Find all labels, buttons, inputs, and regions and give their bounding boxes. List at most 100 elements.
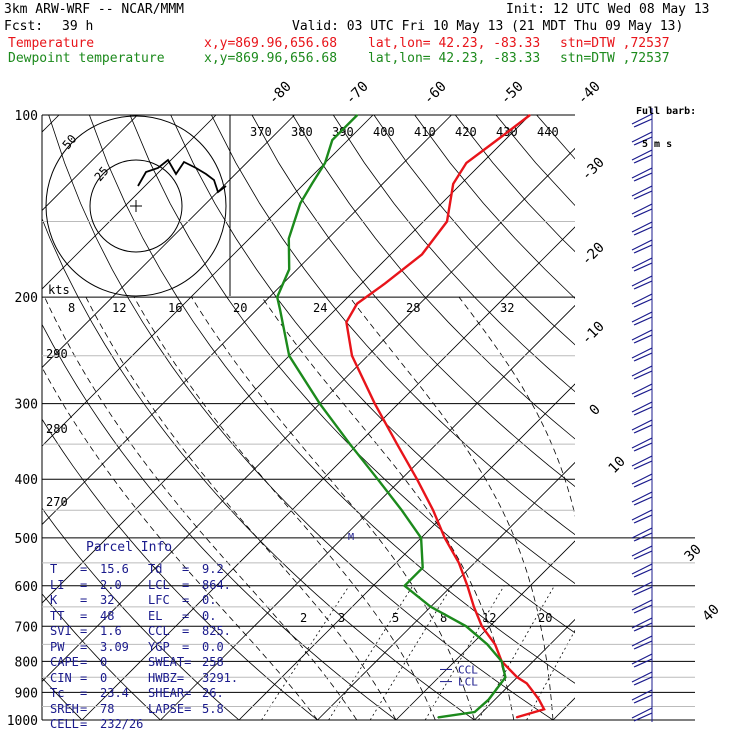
model-title: 3km ARW-WRF -- NCAR/MMM — [4, 2, 185, 17]
wind-barb — [631, 473, 653, 485]
temperature-point — [396, 443, 398, 445]
moist-adiabat-line — [710, 297, 740, 720]
wind-barb-flag — [633, 262, 653, 272]
level-mark-label: CCL — [458, 663, 478, 676]
wind-barb-flag — [633, 694, 653, 704]
temperature-point — [421, 253, 423, 255]
dewpoint-point — [422, 567, 424, 569]
parcel-info-cell: = — [80, 639, 88, 654]
isotherm-line — [160, 304, 575, 720]
isotherm-line — [317, 461, 575, 720]
parcel-info-cell: 258 — [202, 655, 224, 669]
wind-barb-flag — [633, 154, 653, 164]
temperature-point — [458, 562, 460, 564]
parcel-info-row: TT = 48 EL = 0. — [42, 609, 236, 624]
temperature-point — [515, 716, 518, 719]
dewpoint-point — [288, 355, 290, 357]
wind-barb — [631, 383, 653, 395]
dry-adiabat-line — [577, 115, 740, 720]
temperature-point — [516, 676, 518, 678]
dewpoint-point — [349, 443, 351, 445]
parcel-info-cell: = — [182, 608, 190, 623]
parcel-info-cell: SVI — [50, 624, 72, 638]
parcel-info-title: Parcel Info — [86, 540, 173, 555]
wind-barb-flag — [633, 280, 653, 290]
parcel-info-cell: LFC — [148, 593, 170, 607]
parcel-info-row: LI = 2.0 LCL = 864. — [42, 578, 236, 593]
wind-barb — [631, 239, 653, 251]
wind-barb — [631, 455, 653, 467]
temperature-point — [538, 698, 540, 701]
wind-barb-flag — [633, 208, 653, 218]
wind-barb — [631, 329, 653, 341]
temperature-point — [446, 220, 448, 223]
isotherm-line — [42, 147, 575, 683]
wind-barb — [631, 509, 653, 521]
parcel-info-cell: = — [80, 701, 88, 716]
moist-adiabat-line — [42, 366, 318, 720]
parcel-info-row: Tc = 23.4 SHEAR= 26. — [42, 686, 236, 701]
mixing-ratio-label: 3 — [338, 611, 345, 625]
wind-barb — [631, 635, 653, 647]
parcel-info-row: CAPE = 0 SWEAT= 258 — [42, 655, 236, 670]
wind-barb — [631, 671, 653, 683]
dewpoint-point — [356, 114, 358, 116]
wind-barb — [631, 167, 653, 179]
parcel-info-row: T = 15.6 Td = 9.2 — [42, 562, 236, 577]
temperature-point — [384, 283, 386, 285]
parcel-info-cell: 32 — [100, 593, 115, 607]
pressure-tick-label: 400 — [15, 473, 38, 488]
wind-barb — [631, 581, 653, 593]
parcel-info-cell: = — [80, 577, 88, 592]
mixing-ratio-label: 20 — [538, 611, 552, 625]
wind-barb — [631, 149, 653, 161]
parcel-info-cell: SREH — [50, 701, 79, 716]
parcel-info-cell: K — [50, 593, 58, 607]
dry-adiabat-line — [251, 115, 575, 487]
wind-barb-flag — [633, 172, 653, 182]
parcel-info-cell: CELL — [50, 717, 79, 731]
wind-barb — [631, 599, 653, 611]
dewpoint-profile-line — [275, 114, 507, 719]
wind-barb — [631, 257, 653, 269]
dry-adiabat-line — [495, 115, 575, 206]
init-time: Init: 12 UTC Wed 08 May 13 — [506, 2, 710, 17]
pressure-tick-label: 700 — [15, 620, 38, 635]
parcel-info-cell: = — [80, 670, 88, 685]
temperature-point — [494, 643, 496, 646]
mixing-ratio-marker: M — [348, 532, 354, 543]
isotherm-line — [395, 540, 575, 720]
theta-left-label: 280 — [46, 422, 68, 436]
wind-barb — [631, 347, 653, 359]
isotherm-line — [474, 618, 575, 720]
hodograph-ring-inner — [89, 159, 183, 253]
parcel-info-cell: 0.0 — [202, 639, 224, 654]
hodograph-ring-label: 25 — [92, 164, 112, 184]
valid-time: Valid: 03 UTC Fri 10 May 13 (21 MDT Thu … — [292, 19, 684, 34]
parcel-info-cell: HWBZ= — [148, 670, 185, 685]
temperature-point — [496, 139, 498, 141]
pressure-tick-label: 500 — [15, 532, 38, 547]
parcel-info-cell: EL — [148, 608, 163, 623]
wind-barb-flag — [633, 712, 653, 722]
parcel-info-cell: = — [80, 717, 88, 731]
parcel-info-cell: = — [182, 624, 190, 638]
wind-barb — [631, 653, 653, 665]
temperature-latlon: lat,lon= 42.23, -83.33 — [368, 36, 541, 51]
wind-barb-flag — [633, 568, 653, 578]
dewpoint-station: stn=DTW ,72537 — [560, 51, 670, 66]
mixing-ratio-line — [328, 585, 414, 720]
parcel-info-cell: Td — [148, 562, 163, 576]
parcel-info-cell: CAPE — [50, 655, 79, 669]
wind-barb — [631, 707, 653, 719]
temperature-station: stn=DTW ,72537 — [560, 36, 670, 51]
forecast-hour: 39 h — [62, 19, 94, 34]
isotherm-label: 30 — [682, 542, 705, 565]
wind-barb — [631, 401, 653, 413]
parcel-info-cell: = — [182, 639, 190, 654]
wind-barb-flag — [633, 298, 653, 308]
theta-label: 380 — [291, 125, 313, 139]
